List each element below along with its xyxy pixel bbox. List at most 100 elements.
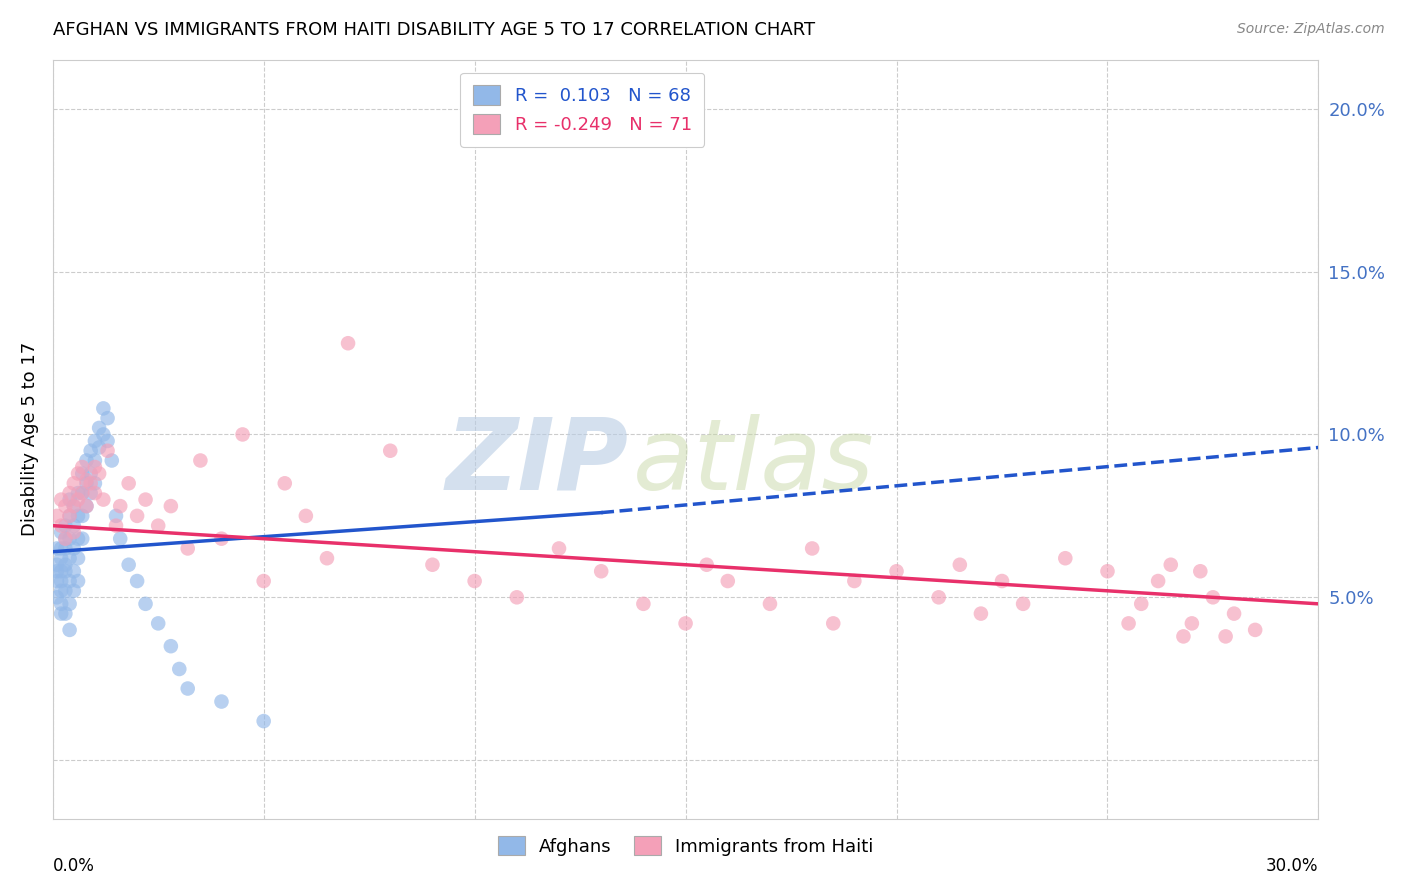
Point (105, 508, 128, 523)
Point (84, 460, 107, 475)
Point (49, 525, 72, 540)
Point (59, 623, 82, 637)
Point (97, 434, 120, 448)
Point (1012, 597, 1035, 611)
Point (67, 486, 90, 500)
Point (89, 421, 111, 435)
Point (928, 591, 950, 605)
Point (1215, 629, 1237, 643)
Point (63, 518, 86, 533)
Point (232, 427, 254, 442)
Point (63, 499, 86, 513)
Point (337, 336, 360, 351)
Point (844, 574, 866, 588)
Point (59, 532, 82, 546)
Point (76, 476, 98, 491)
Point (72, 460, 94, 475)
Point (1181, 616, 1204, 631)
Point (93, 401, 115, 416)
Point (63, 499, 86, 513)
Point (55, 499, 77, 513)
Point (190, 453, 212, 467)
Point (1054, 551, 1077, 566)
Point (160, 639, 183, 653)
Point (55, 607, 77, 621)
Point (45, 558, 67, 572)
Point (211, 694, 233, 708)
Point (72, 467, 94, 481)
Point (67, 508, 90, 523)
Point (55, 532, 77, 546)
Point (63, 525, 86, 540)
Point (80, 443, 103, 458)
Point (89, 467, 111, 481)
Point (49, 597, 72, 611)
Point (76, 499, 98, 513)
Point (970, 607, 993, 621)
Point (97, 443, 120, 458)
Point (55, 518, 77, 533)
Point (886, 564, 908, 578)
Point (59, 508, 82, 523)
Point (63, 541, 86, 556)
Point (135, 597, 157, 611)
Point (127, 508, 149, 523)
Point (464, 574, 486, 588)
Point (253, 574, 276, 588)
Point (59, 508, 82, 523)
Point (49, 583, 72, 598)
Point (1097, 564, 1119, 578)
Point (55, 564, 77, 578)
Point (253, 714, 276, 728)
Point (1147, 574, 1170, 588)
Point (1189, 564, 1212, 578)
Point (63, 564, 86, 578)
Point (72, 532, 94, 546)
Point (949, 558, 972, 572)
Point (105, 518, 128, 533)
Point (63, 476, 86, 491)
Text: ZIP: ZIP (446, 414, 628, 510)
Point (63, 583, 86, 598)
Point (59, 492, 82, 507)
Point (160, 499, 183, 513)
Point (93, 427, 115, 442)
Point (49, 607, 72, 621)
Point (67, 551, 90, 566)
Point (177, 541, 200, 556)
Point (49, 574, 72, 588)
Point (118, 476, 141, 491)
Point (696, 558, 718, 572)
Point (80, 476, 103, 491)
Point (127, 574, 149, 588)
Point (97, 411, 120, 425)
Point (759, 597, 782, 611)
Point (422, 558, 444, 572)
Text: Source: ZipAtlas.com: Source: ZipAtlas.com (1237, 22, 1385, 37)
Point (548, 541, 571, 556)
Point (67, 532, 90, 546)
Point (148, 518, 170, 533)
Point (1173, 629, 1195, 643)
Point (1223, 607, 1246, 621)
Point (135, 492, 157, 507)
Point (76, 453, 98, 467)
Point (1118, 616, 1140, 631)
Y-axis label: Disability Age 5 to 17: Disability Age 5 to 17 (21, 343, 39, 536)
Text: AFGHAN VS IMMIGRANTS FROM HAITI DISABILITY AGE 5 TO 17 CORRELATION CHART: AFGHAN VS IMMIGRANTS FROM HAITI DISABILI… (52, 21, 815, 39)
Point (295, 508, 318, 523)
Point (45, 591, 67, 605)
Point (80, 486, 103, 500)
Point (49, 541, 72, 556)
Point (506, 591, 529, 605)
Point (675, 616, 697, 631)
Point (1160, 558, 1182, 572)
Point (316, 551, 339, 566)
Point (49, 564, 72, 578)
Point (591, 564, 613, 578)
Point (1244, 623, 1267, 637)
Text: 0.0%: 0.0% (52, 857, 94, 875)
Text: atlas: atlas (633, 414, 875, 510)
Point (67, 492, 90, 507)
Point (59, 486, 82, 500)
